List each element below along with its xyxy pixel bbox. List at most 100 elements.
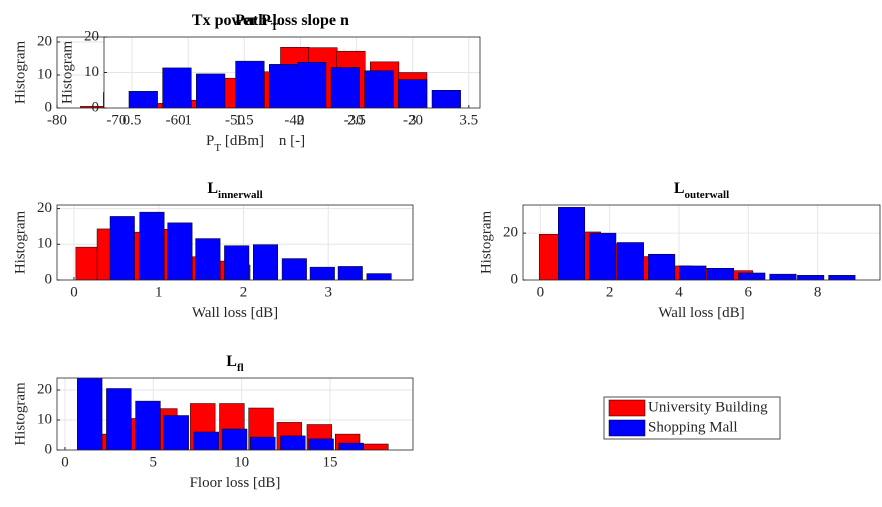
y-tick-label: 0: [511, 271, 519, 287]
bars: [75, 211, 392, 280]
subplot-title-part: L: [207, 180, 218, 197]
bar: [221, 428, 248, 450]
x-axis-label-part: T: [214, 142, 221, 154]
bar: [109, 216, 135, 280]
axes-box: [103, 36, 481, 109]
y-tick-label: 20: [503, 225, 518, 241]
x-tick-label: -80: [47, 112, 67, 128]
y-tick-label: 20: [37, 381, 52, 397]
bar: [366, 273, 392, 280]
x-tick-label: 5: [150, 454, 158, 470]
legend-swatch: [608, 399, 646, 417]
y-axis-label: Histogram: [59, 41, 75, 105]
y-tick-label: 10: [37, 66, 52, 82]
subplot-title-part: Tx power P: [192, 12, 271, 29]
bar: [128, 91, 158, 108]
x-tick-label: 1: [184, 112, 192, 128]
bar: [135, 400, 161, 450]
bar: [330, 67, 360, 108]
y-axis-label: Histogram: [478, 211, 494, 275]
x-tick-label: 2.5: [347, 112, 366, 128]
axes-box: [56, 377, 414, 451]
bar: [162, 67, 192, 108]
x-axis-label: Floor loss [dB]: [190, 475, 281, 491]
bar: [253, 244, 279, 280]
bar: [797, 275, 825, 280]
y-tick-label: 20: [84, 28, 99, 44]
x-tick-label: 2: [240, 284, 248, 300]
bar: [431, 90, 461, 108]
subplot-title-part: T: [271, 21, 279, 33]
x-tick-label: 0: [61, 454, 69, 470]
x-axis-label-part: n [-]: [279, 133, 305, 149]
bar: [75, 246, 98, 280]
bar: [250, 436, 276, 450]
x-axis-label-part: P: [206, 133, 214, 149]
bar: [558, 207, 586, 280]
subplot-title: Lfl: [226, 353, 243, 374]
subplot: 0 1 2 3 0 10 20 Linnerwall Wall loss [dB] Histogr…: [12, 180, 414, 321]
x-tick-label: 10: [234, 454, 249, 470]
y-tick-label: 10: [37, 411, 52, 427]
legend-label: University Building: [648, 399, 768, 415]
x-axis-label: Wall loss [dB]: [192, 305, 278, 321]
axes-box: [522, 204, 881, 281]
bar: [196, 73, 226, 108]
x-axis-label-part: Wall loss [dB]: [658, 305, 744, 321]
bar: [106, 388, 132, 450]
y-tick-label: 20: [37, 33, 52, 49]
x-tick-label: 1: [155, 284, 163, 300]
y-tick-label: 0: [45, 99, 53, 115]
x-axis-label-part: Wall loss [dB]: [192, 305, 278, 321]
bar: [616, 242, 644, 280]
x-tick-label: 3: [324, 284, 332, 300]
bar: [77, 378, 103, 450]
subplot-title-part: L: [226, 353, 237, 370]
bar: [308, 438, 334, 450]
bar: [269, 64, 299, 108]
x-tick-label: 0: [70, 284, 78, 300]
subplot: 0.5 1 1.5 2 2.5 3 3.5 0 10 20 Path-loss slope n n […: [59, 12, 481, 149]
x-tick-label: 8: [814, 284, 822, 300]
bar: [280, 435, 306, 450]
x-tick-label: 15: [322, 454, 337, 470]
y-axis-label: Histogram: [12, 41, 28, 105]
subplot: 0 2 4 6 8 0 20 Louterwall Wall loss [dB] Histogra…: [478, 180, 881, 321]
subplot-title-part: innerwall: [218, 189, 263, 201]
x-tick-label: 2: [606, 284, 614, 300]
y-tick-label: 0: [45, 441, 53, 457]
legend: University Building Shopping Mall: [603, 396, 781, 440]
y-axis-label: Histogram: [12, 382, 28, 446]
bar: [828, 275, 856, 280]
subplot-title: Tx power PT: [192, 12, 279, 33]
legend-label: Shopping Mall: [648, 419, 738, 435]
x-axis-label: Wall loss [dB]: [658, 305, 744, 321]
x-tick-label: -30: [344, 112, 364, 128]
bar: [139, 211, 165, 280]
x-axis-label: PT [dBm]: [206, 133, 264, 153]
y-tick-label: 0: [45, 271, 53, 287]
bar: [648, 253, 676, 280]
bar: [398, 79, 428, 108]
bar: [297, 61, 327, 108]
x-tick-label: -50: [225, 112, 245, 128]
x-axis-label-part: Floor loss [dB]: [190, 475, 281, 491]
bar: [738, 272, 766, 280]
bar: [195, 238, 221, 280]
bar: [769, 273, 797, 280]
bar: [167, 222, 193, 280]
x-tick-label: -40: [284, 112, 304, 128]
bar: [163, 415, 189, 450]
x-tick-label: 0.5: [123, 112, 142, 128]
x-tick-label: 6: [745, 284, 753, 300]
bar: [224, 245, 250, 280]
bars: [77, 378, 389, 450]
bar: [193, 431, 219, 450]
y-axis-label: Histogram: [12, 211, 28, 275]
subplot-title-part: Path-loss slope n: [235, 12, 349, 29]
subplot-title: Linnerwall: [207, 180, 262, 201]
y-tick-label: 10: [84, 64, 99, 80]
subplot-title-part: L: [674, 180, 685, 197]
subplot-title-part: outerwall: [685, 189, 730, 201]
